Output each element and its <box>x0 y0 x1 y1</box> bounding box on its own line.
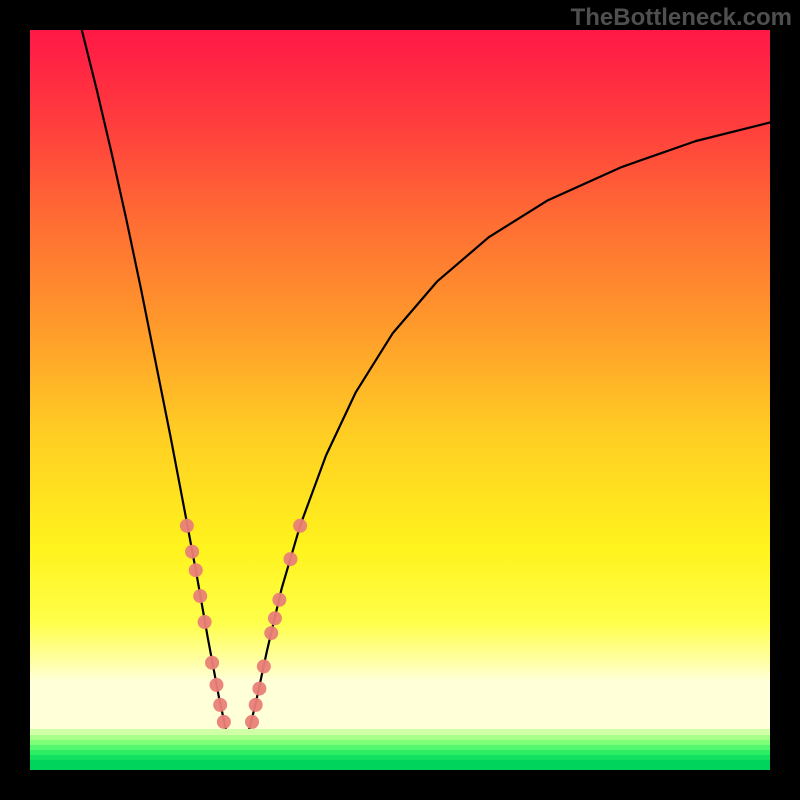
data-marker <box>185 545 199 559</box>
data-marker <box>209 678 223 692</box>
data-marker <box>193 589 207 603</box>
data-marker <box>268 611 282 625</box>
data-marker <box>217 715 231 729</box>
data-marker <box>252 682 266 696</box>
data-marker <box>283 552 297 566</box>
data-marker <box>249 698 263 712</box>
data-marker <box>198 615 212 629</box>
data-marker <box>213 698 227 712</box>
bottleneck-curve <box>82 30 770 759</box>
data-marker <box>257 659 271 673</box>
data-marker <box>264 626 278 640</box>
data-marker <box>272 593 286 607</box>
data-marker <box>180 519 194 533</box>
data-marker <box>189 563 203 577</box>
chart-frame: TheBottleneck.com <box>0 0 800 800</box>
bottleneck-curve-svg <box>30 30 770 770</box>
data-marker <box>293 519 307 533</box>
data-marker <box>205 656 219 670</box>
watermark-text: TheBottleneck.com <box>571 4 792 32</box>
data-marker <box>245 715 259 729</box>
plot-area <box>30 30 770 770</box>
green-band-stripe <box>30 760 770 770</box>
